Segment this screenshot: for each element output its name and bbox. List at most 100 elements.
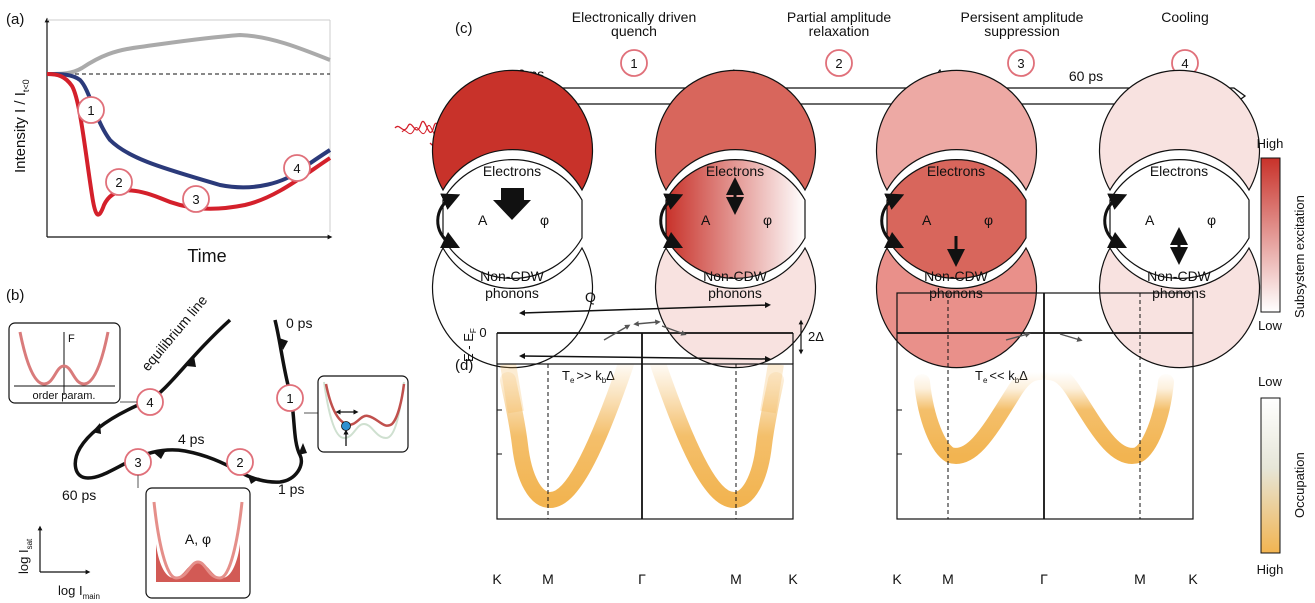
left-band-right-branch [649, 364, 784, 509]
traj-arrow-2 [298, 443, 307, 455]
svg-text:K: K [492, 571, 502, 587]
electrons-label-1: Electrons [483, 163, 541, 179]
phonons-lens-1 [431, 246, 594, 369]
panel-b-ylabel: log Isat [16, 538, 34, 574]
occupation-colorbar-label: Occupation [1292, 452, 1307, 518]
phase-label-2: φ [763, 212, 772, 228]
stage-4-title: Cooling [1161, 9, 1208, 25]
panel-a-xlabel: Time [187, 246, 226, 266]
phonons-label-3a: Non-CDW [924, 268, 989, 284]
inset-ball [341, 421, 351, 431]
traj-arrow-3 [248, 476, 260, 484]
timeline-60ps: 60 ps [1069, 68, 1103, 84]
marker-a-3-label: 3 [192, 192, 199, 207]
energy-axis-label: E - EF [461, 328, 478, 362]
order-lens-4 [1109, 159, 1250, 279]
left-band-top-right [760, 364, 784, 414]
amp-label-3: A [922, 212, 932, 228]
marker-b-3: 3 [124, 448, 152, 476]
green-potential-curve [323, 381, 405, 440]
svg-text:K: K [892, 571, 902, 587]
traj-arrow-5 [92, 423, 101, 434]
marker-b-1-label: 1 [286, 391, 293, 406]
marker-b-1: 1 [276, 384, 304, 412]
svg-text:Γ: Γ [1040, 571, 1048, 587]
amp-label-1: A [478, 212, 488, 228]
arrow-electrons-to-order [493, 188, 531, 220]
q-arrow [519, 302, 771, 316]
marker-a-1-label: 1 [87, 103, 94, 118]
electrons-lens-3 [875, 69, 1038, 192]
free-energy-curve-left [18, 331, 110, 386]
inset-bottom: A, φ [145, 487, 251, 599]
side-arrow-1 [436, 193, 461, 249]
gray-arrow-1 [603, 324, 631, 341]
marker-a-1: 1 [77, 96, 105, 124]
marker-a-3: 3 [182, 185, 210, 213]
inset-right [317, 375, 409, 453]
panel-b-label: (b) [6, 287, 24, 304]
svg-text:Γ: Γ [638, 571, 646, 587]
marker-b-3-label: 3 [134, 455, 141, 470]
inset-f-label: F [68, 333, 75, 345]
svg-text:M: M [1134, 571, 1146, 587]
occupation-colorbar: Low High Occupation [1257, 374, 1307, 577]
panel-a-ylabel: Intensity I / It<0 [12, 79, 31, 173]
stage-2-title-2: relaxation [809, 23, 870, 39]
stage-unit-2 [654, 69, 817, 369]
occupation-low-label: Low [1258, 374, 1282, 389]
red-curve [46, 72, 332, 217]
marker-b-4: 4 [136, 388, 164, 416]
inset-left: F order param. [8, 322, 121, 404]
svg-text:M: M [730, 571, 742, 587]
svg-text:M: M [542, 571, 554, 587]
side-arrow-4 [1103, 193, 1128, 249]
marker-b-2-label: 2 [236, 455, 243, 470]
left-kpoint-labels: K M Γ M K [492, 571, 798, 587]
right-band-plot [896, 292, 1194, 520]
panel-d-label: (d) [455, 357, 473, 374]
amp-label-2: A [701, 212, 711, 228]
electrons-label-2: Electrons [706, 163, 764, 179]
electrons-lens-4 [1098, 69, 1261, 192]
panel-d: (d) Te >> kbΔ Te << kbΔ [455, 289, 1307, 587]
left-band-left-branch [500, 364, 635, 509]
phonons-label-2a: Non-CDW [703, 268, 768, 284]
gap-label: 2Δ [808, 329, 824, 344]
equilibrium-line-label: equilibrium line [138, 292, 210, 374]
left-band-top-left [500, 364, 524, 414]
phase-label-3: φ [984, 212, 993, 228]
amp-label-4: A [1145, 212, 1155, 228]
panel-b: (b) equilibrium line 0 ps 1 ps 4 ps 60 p… [6, 287, 409, 601]
left-band-plot [496, 302, 804, 520]
gray-arrow-2 [633, 319, 661, 327]
potential-curve-bottom [152, 501, 244, 580]
stage-4-num: 4 [1181, 56, 1188, 71]
stage-1-title-2: quench [611, 23, 657, 39]
right-kpoint-labels: K M Γ M K [892, 571, 1198, 587]
order-lens-3 [886, 159, 1027, 279]
side-arrow-2 [659, 193, 684, 249]
stage-unit-1 [431, 69, 594, 369]
left-plot-title: Te >> kbΔ [562, 368, 615, 385]
svg-text:K: K [788, 571, 798, 587]
phonons-label-1a: Non-CDW [480, 268, 545, 284]
phonons-label-4a: Non-CDW [1147, 268, 1212, 284]
panel-c: (c) Electronically driven quench Partial… [394, 9, 1307, 369]
stage-3-title-1: Persisent amplitude [961, 9, 1084, 25]
marker-b-4-label: 4 [146, 395, 153, 410]
right-gray-arrow-2 [1059, 333, 1083, 342]
gray-arrow-3 [661, 325, 687, 336]
phonons-label-1b: phonons [485, 285, 539, 301]
excitation-colorbar: High Low Subsystem excitation [1257, 136, 1307, 333]
electrons-label-4: Electrons [1150, 163, 1208, 179]
panel-a-label: (a) [6, 11, 24, 28]
marker-b-2: 2 [226, 448, 254, 476]
stage-3-title-2: suppression [984, 23, 1060, 39]
time-1ps: 1 ps [278, 481, 304, 497]
stage-unit-3 [875, 69, 1038, 369]
time-0ps: 0 ps [286, 315, 312, 331]
stage-1-num: 1 [630, 56, 637, 71]
gray-curve [46, 32, 331, 76]
zero-label: 0 [479, 325, 486, 340]
